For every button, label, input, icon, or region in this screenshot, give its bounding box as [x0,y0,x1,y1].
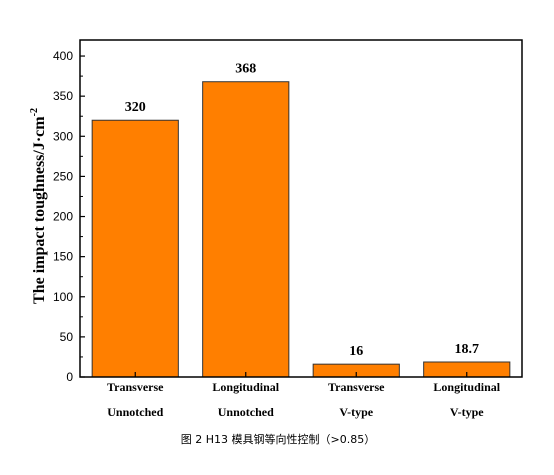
bar-value-label: 320 [125,100,146,115]
bar-value-label: 16 [349,344,363,359]
x-category-label-line2: V-type [450,405,484,419]
bar [202,81,290,378]
x-category-label-line1: Transverse [107,380,164,394]
labels-layer: 0 50 100 150 200 250 300 350 400 320 Transverse Unn… [53,49,501,419]
y-tick-label: 100 [53,290,73,304]
y-tick-label: 300 [53,129,73,143]
y-axis-label: The impact toughness/J·cm-2 [29,108,48,304]
figure-caption: 图 2 H13 模具钢等向性控制（>0.85） [181,432,375,446]
axis-layer [79,39,523,378]
y-axis-label-superscript: -2 [29,108,40,116]
y-axis-label-text: The impact toughness/J·cm [31,116,48,304]
bar-value-label: 18.7 [455,342,480,357]
y-tick-label: 200 [53,210,73,224]
y-tick-label: 400 [53,49,73,63]
x-category-label-line2: Unnotched [218,405,274,419]
y-tick-label: 50 [60,330,74,344]
x-category-label-line1: Longitudinal [433,380,500,394]
y-tick-label: 0 [66,370,73,384]
y-tick-label: 150 [53,250,73,264]
x-category-label-line2: Unnotched [107,405,163,419]
plot-frame [79,39,523,378]
bar [91,119,179,378]
y-tick-label: 350 [53,89,73,103]
bar-value-label: 368 [235,62,256,77]
x-category-label-line2: V-type [339,405,373,419]
x-category-label-line1: Longitudinal [212,380,279,394]
bars-layer [91,81,511,378]
y-tick-label: 250 [53,169,73,183]
x-category-label-line1: Transverse [328,380,385,394]
